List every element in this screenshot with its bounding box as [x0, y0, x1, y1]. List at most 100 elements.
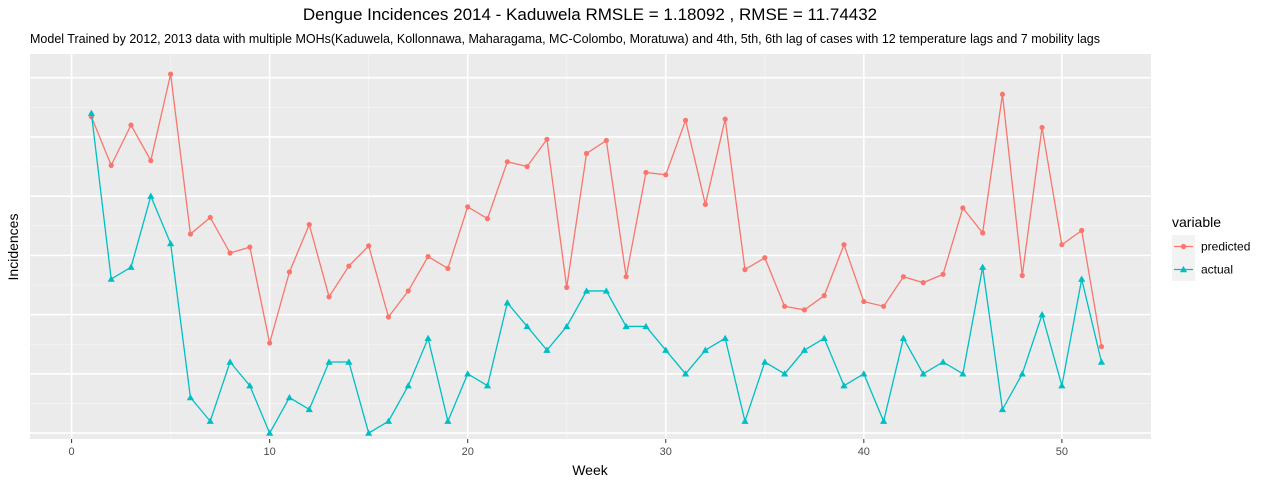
actual-point — [662, 346, 670, 353]
predicted-point — [900, 274, 907, 280]
x-tick-label: 40 — [858, 446, 870, 458]
actual-point — [325, 358, 333, 365]
actual-point — [820, 334, 828, 342]
actual-point — [127, 263, 135, 270]
actual-point — [1038, 311, 1046, 318]
actual-point — [404, 382, 412, 389]
predicted-point — [821, 293, 827, 299]
actual-point — [959, 370, 967, 377]
legend-label-actual: actual — [1201, 263, 1233, 277]
actual-point — [523, 322, 531, 330]
actual-point — [384, 417, 393, 424]
x-tick-label: 50 — [1056, 446, 1068, 458]
x-tick-label: 0 — [69, 446, 75, 458]
actual-point — [780, 370, 789, 377]
x-axis-title: Week — [572, 462, 609, 478]
x-tick-label: 20 — [462, 446, 474, 458]
legend-key-marker — [1179, 265, 1188, 273]
predicted-point — [920, 280, 926, 286]
predicted-point — [801, 307, 808, 313]
actual-point — [1058, 382, 1066, 389]
predicted-point — [168, 71, 174, 77]
predicted-point — [1079, 227, 1085, 234]
actual-point — [939, 358, 947, 365]
actual-point — [741, 417, 749, 424]
predicted-point — [881, 303, 887, 309]
predicted-point — [702, 201, 708, 208]
actual-point — [701, 346, 709, 353]
actual-point — [246, 382, 254, 389]
predicted-point — [623, 274, 629, 280]
actual-point — [266, 429, 274, 436]
predicted-point — [643, 169, 649, 176]
actual-point — [998, 405, 1007, 413]
predicted-point — [1059, 242, 1065, 248]
actual-point — [602, 287, 610, 294]
predicted-point — [1019, 272, 1025, 279]
actual-point — [503, 299, 511, 306]
predicted-point — [524, 163, 530, 170]
predicted-point — [663, 172, 669, 178]
predicted-point — [484, 216, 491, 222]
predicted-point — [980, 230, 986, 236]
actual-point — [444, 417, 452, 424]
predicted-point — [940, 271, 946, 277]
actual-point — [424, 334, 432, 342]
predicted-point — [128, 122, 134, 128]
actual-point — [1097, 358, 1106, 365]
predicted-point — [960, 205, 966, 211]
predicted-point — [544, 136, 550, 142]
predicted-point — [1039, 124, 1045, 131]
series-predicted — [88, 71, 1105, 350]
axis-layer: 0 10 20 30 40 50 — [69, 439, 1068, 458]
legend-item-predicted: predicted — [1172, 235, 1250, 258]
predicted-line — [90, 73, 1103, 347]
actual-point — [226, 358, 234, 365]
legend-title: variable — [1172, 214, 1221, 230]
actual-point — [305, 405, 313, 413]
predicted-point — [465, 204, 471, 210]
actual-point — [899, 334, 908, 342]
predicted-point — [187, 231, 194, 237]
actual-point — [1018, 370, 1026, 377]
actual-point — [285, 393, 294, 401]
actual-point — [860, 370, 868, 377]
x-tick-label: 30 — [660, 446, 672, 458]
actual-point — [919, 370, 927, 377]
series-actual — [87, 109, 1106, 436]
legend-item-actual: actual — [1172, 258, 1233, 281]
predicted-point — [425, 253, 431, 260]
actual-point — [721, 334, 729, 342]
actual-point — [622, 322, 630, 330]
actual-point — [840, 382, 848, 389]
actual-point — [87, 109, 95, 116]
actual-point — [186, 393, 195, 401]
predicted-point — [841, 242, 847, 248]
predicted-point — [445, 265, 451, 272]
actual-point — [582, 287, 591, 294]
predicted-point — [504, 159, 510, 165]
actual-point — [761, 358, 769, 365]
predicted-point — [366, 243, 372, 249]
predicted-point — [722, 116, 728, 122]
predicted-point — [346, 263, 352, 269]
y-axis-title: Incidences — [5, 214, 21, 281]
actual-point — [800, 346, 809, 353]
actual-point — [464, 370, 472, 377]
predicted-point — [861, 298, 867, 305]
actual-point — [107, 275, 115, 282]
predicted-point — [1098, 344, 1105, 350]
predicted-point — [306, 221, 312, 228]
actual-point — [483, 382, 492, 389]
actual-line — [90, 113, 1103, 435]
predicted-point — [999, 91, 1006, 97]
actual-point — [365, 429, 373, 436]
actual-point — [979, 263, 987, 270]
actual-point — [345, 358, 353, 365]
predicted-point — [385, 314, 392, 320]
predicted-point — [108, 162, 114, 168]
predicted-point — [781, 303, 788, 309]
actual-point — [543, 346, 551, 353]
actual-point — [880, 417, 888, 424]
